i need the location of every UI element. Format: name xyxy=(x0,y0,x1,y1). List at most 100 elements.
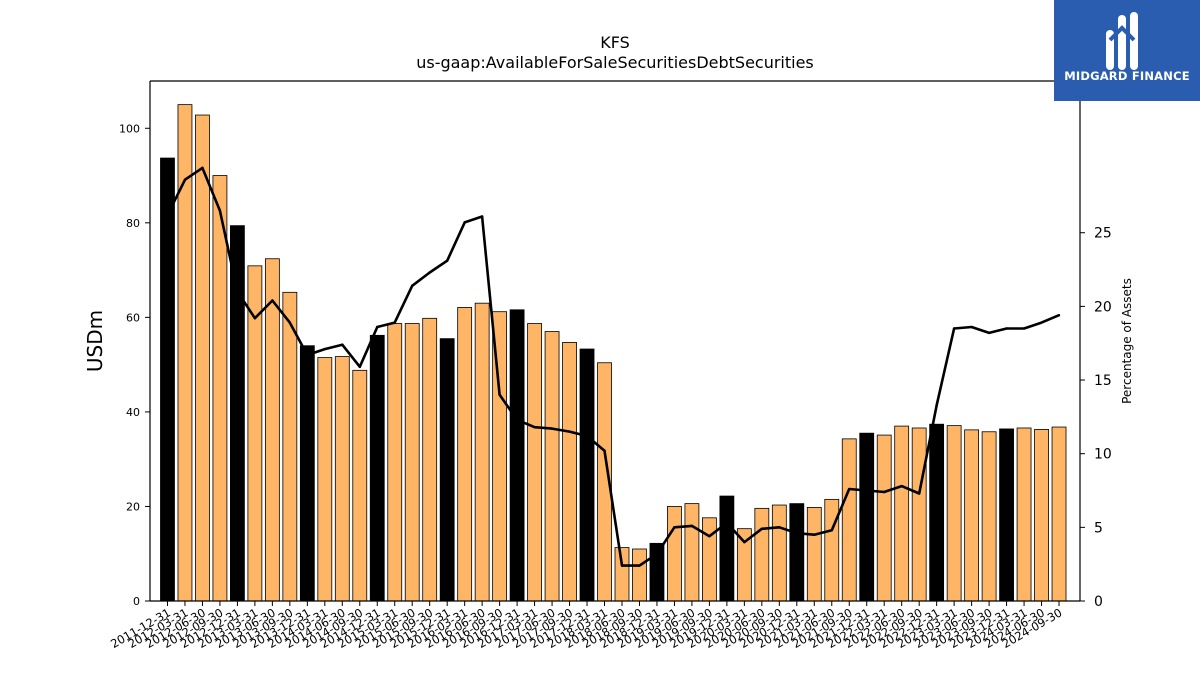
line-point-2021-09-30 xyxy=(848,487,851,491)
line-point-2023-03-31 xyxy=(952,327,956,330)
bar-2017-12-31 xyxy=(579,348,595,602)
line-point-2022-09-30 xyxy=(917,492,921,495)
line-point-2024-06-30 xyxy=(1040,321,1043,324)
line-point-2017-03-31 xyxy=(533,425,536,429)
bar-2014-03-31 xyxy=(317,357,333,602)
line-point-2016-12-31 xyxy=(515,418,519,422)
bar-2011-12-31 xyxy=(160,157,175,602)
bar-2020-12-31 xyxy=(789,503,805,602)
line-point-2017-09-30 xyxy=(568,430,571,433)
line-point-2012-12-31 xyxy=(236,290,239,293)
y-tick-label-80: 80 xyxy=(126,217,140,230)
line-point-2014-03-31 xyxy=(323,347,327,351)
line-point-2019-09-30 xyxy=(708,534,711,538)
bar-2019-12-31 xyxy=(719,495,735,602)
line-point-2013-09-30 xyxy=(288,321,292,324)
bar-2024-09-30 xyxy=(1051,426,1067,602)
bar-2023-09-30 xyxy=(981,431,997,602)
bar-2018-09-30 xyxy=(632,548,647,602)
bar-2020-06-30 xyxy=(754,507,770,602)
bar-2014-06-30 xyxy=(334,356,350,602)
bar-2020-09-30 xyxy=(771,504,787,602)
line-point-2015-12-31 xyxy=(445,259,449,262)
bar-2019-06-30 xyxy=(684,503,700,602)
bar-2022-06-30 xyxy=(894,425,910,602)
bar-2015-12-31 xyxy=(439,338,455,602)
bar-2023-12-31 xyxy=(999,428,1014,602)
line-point-2022-03-31 xyxy=(883,490,886,494)
line-point-2014-09-30 xyxy=(358,365,361,368)
bar-2012-12-31 xyxy=(230,225,245,602)
line-point-2018-12-31 xyxy=(655,552,659,556)
bar-2022-12-31 xyxy=(929,423,945,602)
chart-title: KFS xyxy=(600,33,630,52)
y2-axis-label: Percentage of Assets xyxy=(1120,278,1134,404)
bar-2017-06-30 xyxy=(544,331,560,602)
bar-2012-06-30 xyxy=(195,114,210,602)
bar-2021-12-31 xyxy=(859,432,875,602)
bar-2022-03-31 xyxy=(876,434,892,602)
bar-2016-06-30 xyxy=(474,302,490,602)
midgard-logo-icon xyxy=(1106,12,1138,70)
bar-2023-06-30 xyxy=(964,429,980,602)
percentage-line xyxy=(166,166,1060,567)
line-point-2012-09-30 xyxy=(218,209,222,212)
line-point-2021-03-31 xyxy=(813,533,816,536)
line-point-2023-09-30 xyxy=(987,331,991,335)
line-point-2022-06-30 xyxy=(900,484,903,488)
line-point-2024-03-31 xyxy=(1022,327,1026,330)
bar-2013-09-30 xyxy=(282,291,298,602)
y-tick-label-0: 0 xyxy=(133,595,140,608)
bar-2019-03-31 xyxy=(667,506,682,602)
line-point-2014-06-30 xyxy=(341,343,344,346)
y2-tick-label-0: 0 xyxy=(1094,594,1103,610)
bar-2014-12-31 xyxy=(369,334,385,602)
bar-2018-06-30 xyxy=(614,547,630,602)
bar-2021-03-31 xyxy=(806,506,822,602)
line-point-2019-03-31 xyxy=(673,526,676,529)
bar-2021-06-30 xyxy=(824,498,840,602)
line-point-2021-12-31 xyxy=(865,489,868,492)
bar-2017-09-30 xyxy=(562,342,577,602)
bar-2023-03-31 xyxy=(946,425,962,602)
line-point-2021-06-30 xyxy=(830,529,833,532)
logo-text: MIDGARD FINANCE xyxy=(1064,69,1190,83)
line-point-2020-06-30 xyxy=(760,527,764,531)
line-point-2018-03-31 xyxy=(603,449,606,452)
bar-2015-03-31 xyxy=(387,323,403,602)
y-tick-label-20: 20 xyxy=(126,500,140,513)
line-point-2015-03-31 xyxy=(393,321,396,324)
line-point-2014-12-31 xyxy=(376,325,379,329)
chart-subtitle: us-gaap:AvailableForSaleSecuritiesDebtSe… xyxy=(416,53,814,72)
line-point-2013-12-31 xyxy=(306,353,309,357)
line-point-2019-06-30 xyxy=(690,524,694,528)
y2-tick-label-10: 10 xyxy=(1094,447,1112,463)
line-point-2016-09-30 xyxy=(498,393,501,396)
line-point-2011-12-31 xyxy=(166,213,169,217)
bar-2019-09-30 xyxy=(702,517,717,602)
line-point-2023-06-30 xyxy=(970,325,973,329)
line-point-2023-12-31 xyxy=(1005,327,1008,330)
line-point-2022-12-31 xyxy=(935,403,938,407)
y-tick-label-60: 60 xyxy=(126,311,140,324)
line-point-2018-06-30 xyxy=(620,564,624,567)
line-point-2016-06-30 xyxy=(480,215,484,218)
line-point-2020-12-31 xyxy=(795,532,799,535)
line-point-2019-12-31 xyxy=(725,521,729,525)
line-point-2012-03-31 xyxy=(183,178,187,181)
line-point-2013-06-30 xyxy=(271,299,274,302)
y2-tick-label-25: 25 xyxy=(1094,226,1112,242)
bar-2013-06-30 xyxy=(264,258,280,602)
bar-2024-06-30 xyxy=(1034,428,1049,602)
y-tick-label-40: 40 xyxy=(126,406,140,419)
line-point-2016-03-31 xyxy=(463,221,466,224)
bar-2013-12-31 xyxy=(299,345,315,602)
y2-tick-label-5: 5 xyxy=(1094,520,1103,536)
midgard-finance-logo: MIDGARD FINANCE xyxy=(1054,0,1200,101)
bar-2022-09-30 xyxy=(911,427,927,602)
line-point-2017-12-31 xyxy=(585,434,589,438)
line-point-2012-06-30 xyxy=(201,166,204,170)
line-point-2020-03-31 xyxy=(743,540,746,544)
y2-tick-label-15: 15 xyxy=(1094,373,1112,389)
